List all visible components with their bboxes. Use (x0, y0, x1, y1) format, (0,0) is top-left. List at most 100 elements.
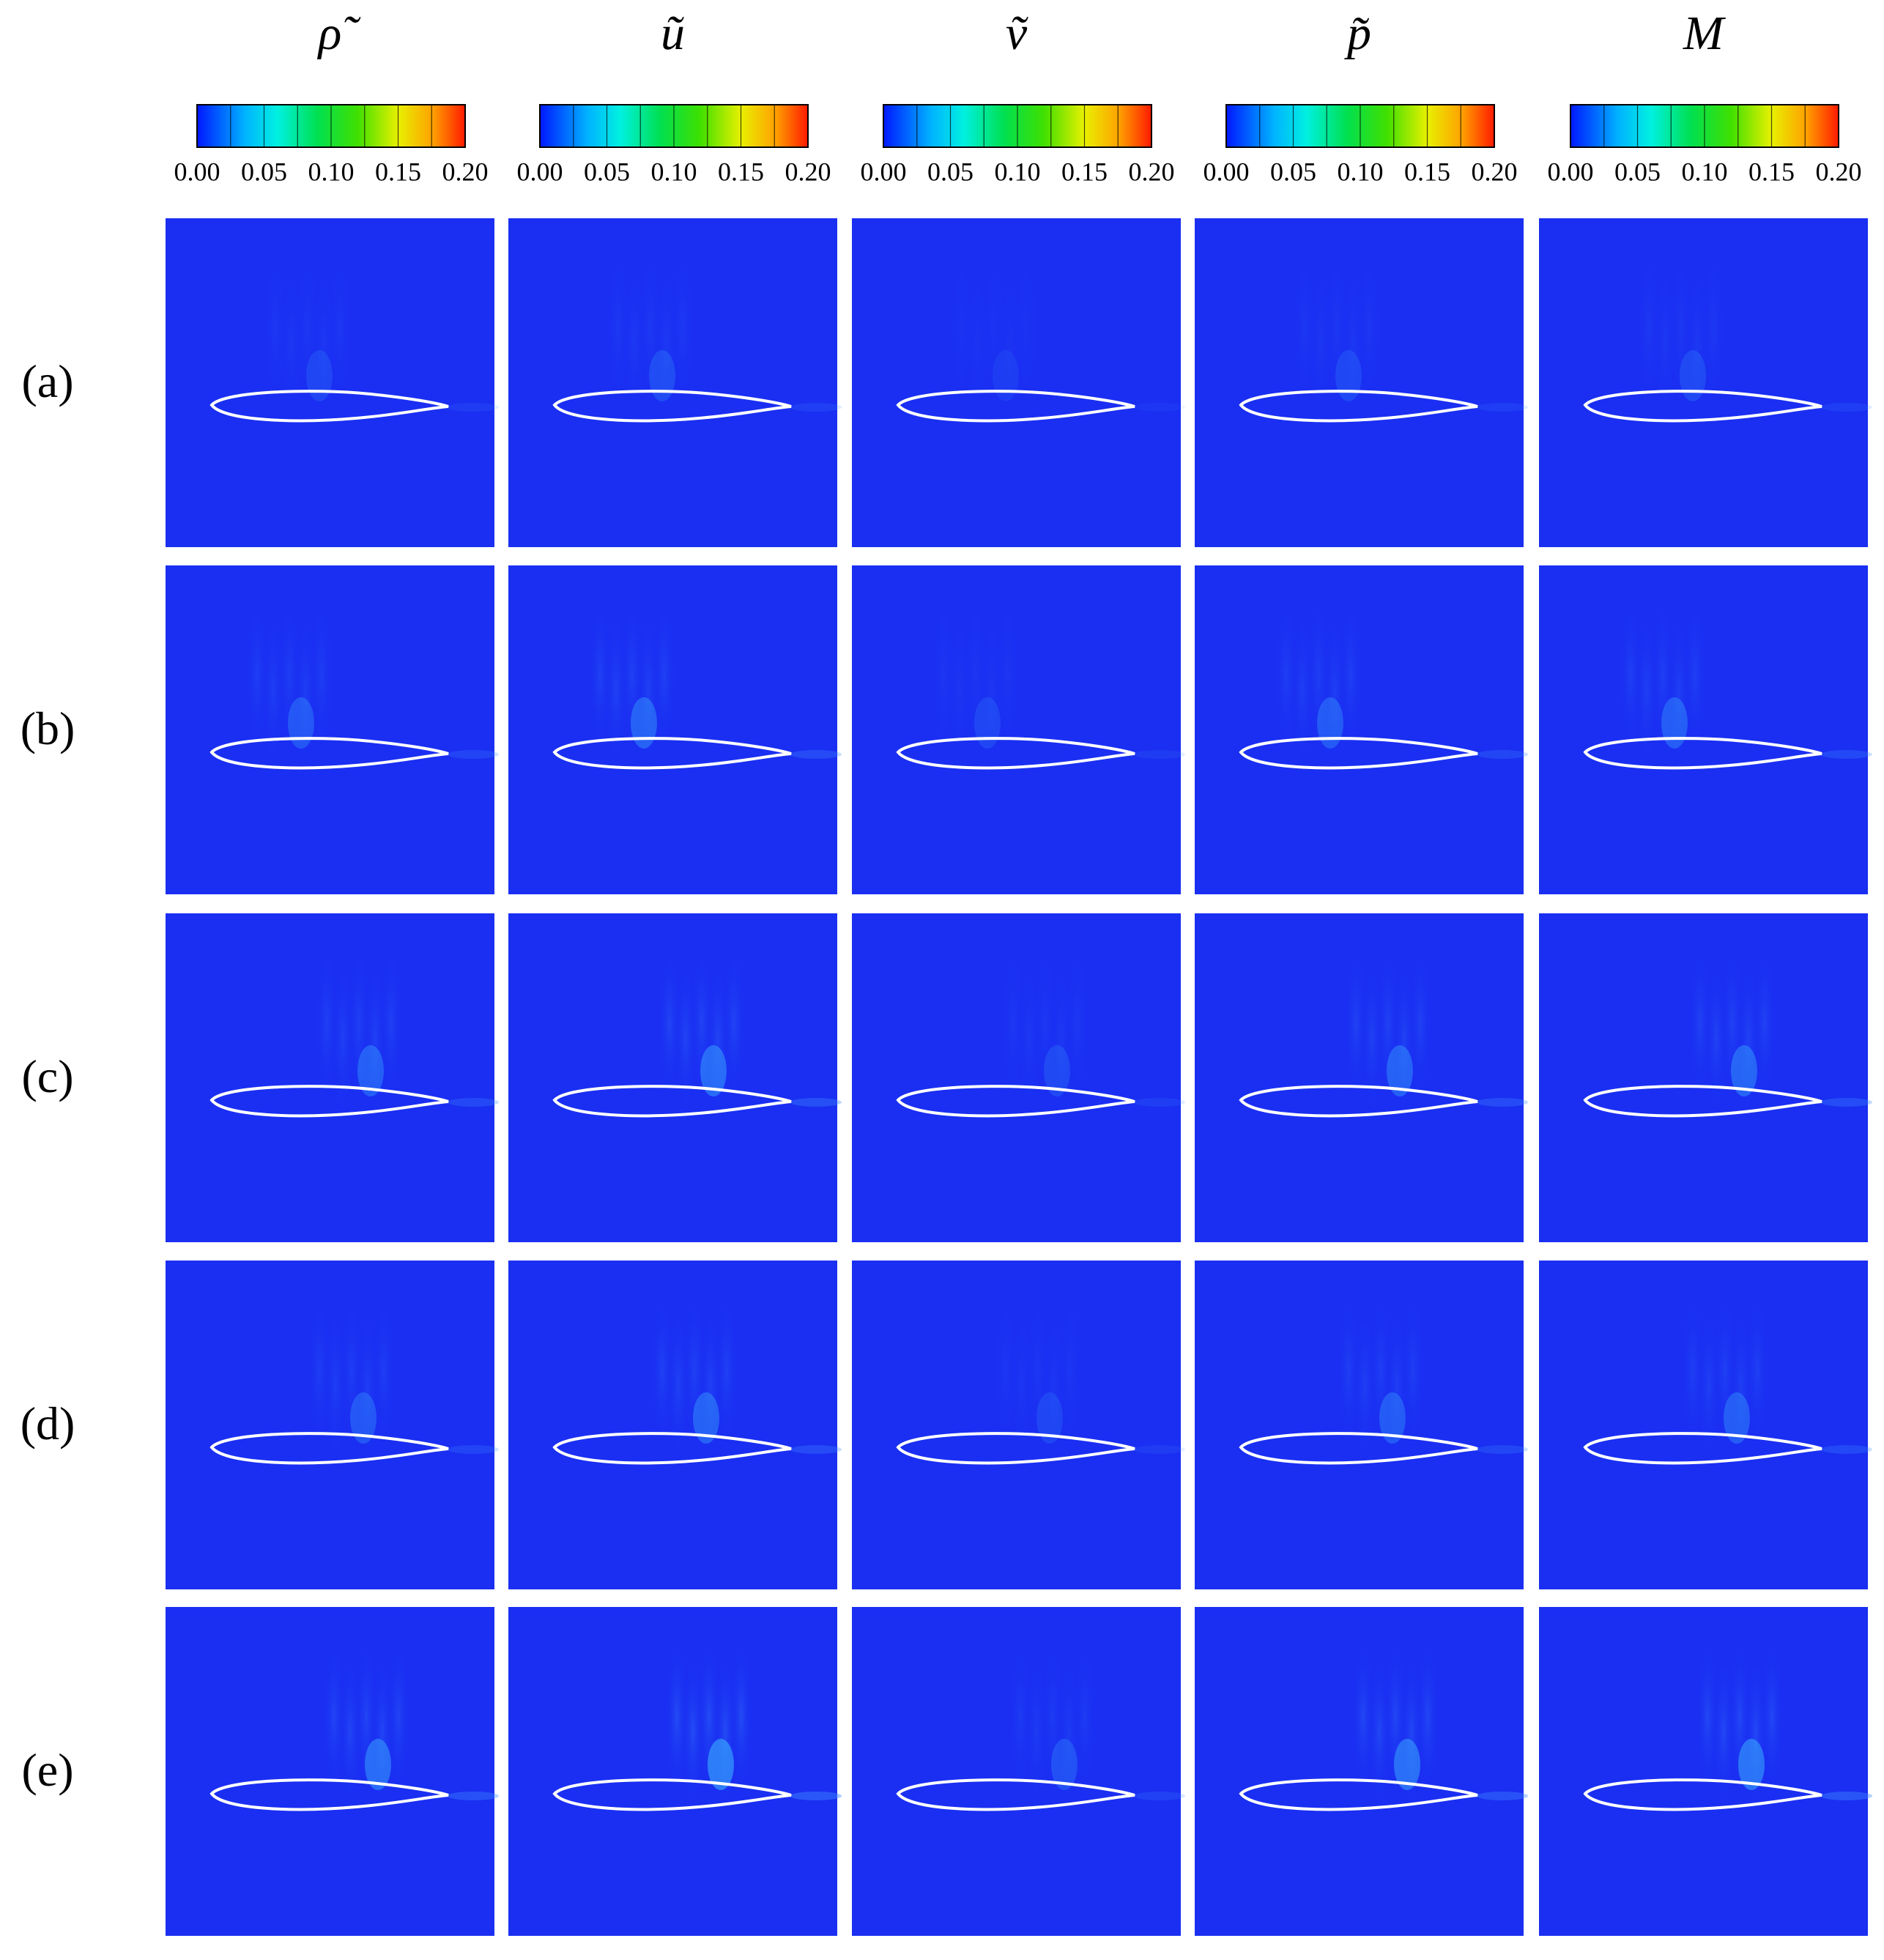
flow-structure (1403, 1301, 1423, 1440)
wake (1477, 403, 1528, 412)
wake (1134, 750, 1185, 759)
colorbar-tick-label: 0.00 (1548, 157, 1594, 186)
colorbar-tick-label: 0.20 (442, 157, 489, 186)
airfoil (552, 737, 792, 770)
airfoil (1583, 1778, 1822, 1811)
airfoil (552, 1085, 792, 1118)
flow-structure (1669, 620, 1689, 760)
wake (790, 1792, 842, 1800)
flow-structure (700, 1045, 727, 1096)
wake (1134, 1792, 1185, 1800)
contour-panel (508, 218, 842, 547)
flow-structure (1060, 1301, 1080, 1440)
wake (790, 403, 842, 412)
wake (790, 750, 842, 759)
flow-structure (1343, 273, 1363, 412)
wake (448, 1098, 499, 1107)
flow-structure (1010, 1647, 1031, 1786)
airfoil (209, 1778, 449, 1811)
flow-structure (279, 606, 300, 745)
flow-structure (333, 968, 353, 1107)
flow-structure (372, 1662, 393, 1801)
airfoil (552, 1432, 792, 1465)
flow-structure (349, 954, 369, 1093)
colorbar-tick-label: 0.15 (1061, 157, 1108, 186)
flow-structure (1003, 954, 1023, 1093)
flow-structure (325, 1315, 346, 1455)
flow-structure (1724, 1392, 1750, 1444)
flow-structure (949, 620, 970, 760)
wake (448, 750, 499, 759)
airfoil (209, 1432, 449, 1465)
wake (1477, 750, 1528, 759)
row-label: (b) (21, 702, 75, 754)
colorbar-tick-label: 0.15 (1404, 157, 1450, 186)
airfoil (896, 390, 1135, 423)
wake (1821, 403, 1872, 412)
airfoil (1239, 390, 1478, 423)
flow-structure (1394, 968, 1414, 1107)
flow-structure (295, 620, 316, 760)
contour-panel (166, 1261, 499, 1589)
colorbar-tick-label: 0.00 (861, 157, 907, 186)
flow-structure (1371, 1301, 1391, 1440)
flow-structure (691, 954, 712, 1093)
contour-panel (1539, 1261, 1872, 1589)
flow-structure (708, 968, 728, 1107)
flow-structure (388, 1647, 409, 1786)
airfoil (896, 1432, 1135, 1465)
flow-structure (1044, 1045, 1070, 1096)
contour-panel (1195, 565, 1528, 894)
flow-structure (1335, 350, 1362, 401)
flow-structure (309, 1301, 330, 1440)
contour-panel (852, 218, 1185, 547)
flow-structure (1401, 1662, 1422, 1801)
flow-structure (1058, 1662, 1079, 1801)
flow-structure (356, 1647, 377, 1786)
flow-structure (1075, 1647, 1095, 1786)
flow-structure (1028, 1301, 1048, 1440)
airfoil (1583, 1432, 1822, 1465)
flow-structure (1685, 606, 1705, 745)
wake (1821, 1098, 1872, 1107)
flow-structure (1747, 1301, 1768, 1440)
flow-structure (297, 259, 318, 398)
column-header: M (1683, 7, 1727, 60)
airfoil (1583, 1085, 1822, 1118)
colorbar-tick-label: 0.05 (927, 157, 973, 186)
panel-background (508, 565, 837, 894)
column-header: ũ (661, 7, 685, 60)
colorbar-tick-label: 0.20 (1129, 157, 1175, 186)
contour-panel (1195, 1261, 1528, 1589)
flow-structure (1754, 954, 1775, 1093)
row-label: (a) (21, 355, 73, 407)
flow-structure (1394, 1739, 1420, 1790)
flow-structure (708, 1739, 734, 1790)
colorbar-tick-label: 0.10 (1682, 157, 1728, 186)
flow-structure (365, 968, 385, 1107)
flow-structure (995, 1301, 1016, 1440)
column-header: ρ̃ (317, 7, 362, 60)
colorbar-tick-label: 0.15 (718, 157, 764, 186)
flow-structure (1385, 1647, 1406, 1786)
flow-structure (1746, 1662, 1766, 1801)
wake (1821, 750, 1872, 759)
flow-structure (247, 606, 267, 745)
flow-structure (1639, 259, 1659, 398)
flow-structure (1655, 273, 1675, 412)
colorbar-tick-label: 0.15 (1748, 157, 1795, 186)
flow-structure (1417, 1647, 1438, 1786)
flow-structure (1000, 273, 1020, 412)
flow-structure (672, 259, 693, 398)
contour-panel (1539, 913, 1872, 1242)
flow-structure (1620, 606, 1641, 745)
wake (1134, 403, 1185, 412)
airfoil (1239, 737, 1478, 770)
contour-panel (166, 565, 499, 894)
flow-structure (1042, 1647, 1063, 1786)
flow-structure (724, 954, 744, 1093)
contour-panel (1195, 218, 1528, 547)
flow-structure (965, 606, 986, 745)
flow-structure (324, 1647, 344, 1786)
contour-panel (852, 1261, 1185, 1589)
